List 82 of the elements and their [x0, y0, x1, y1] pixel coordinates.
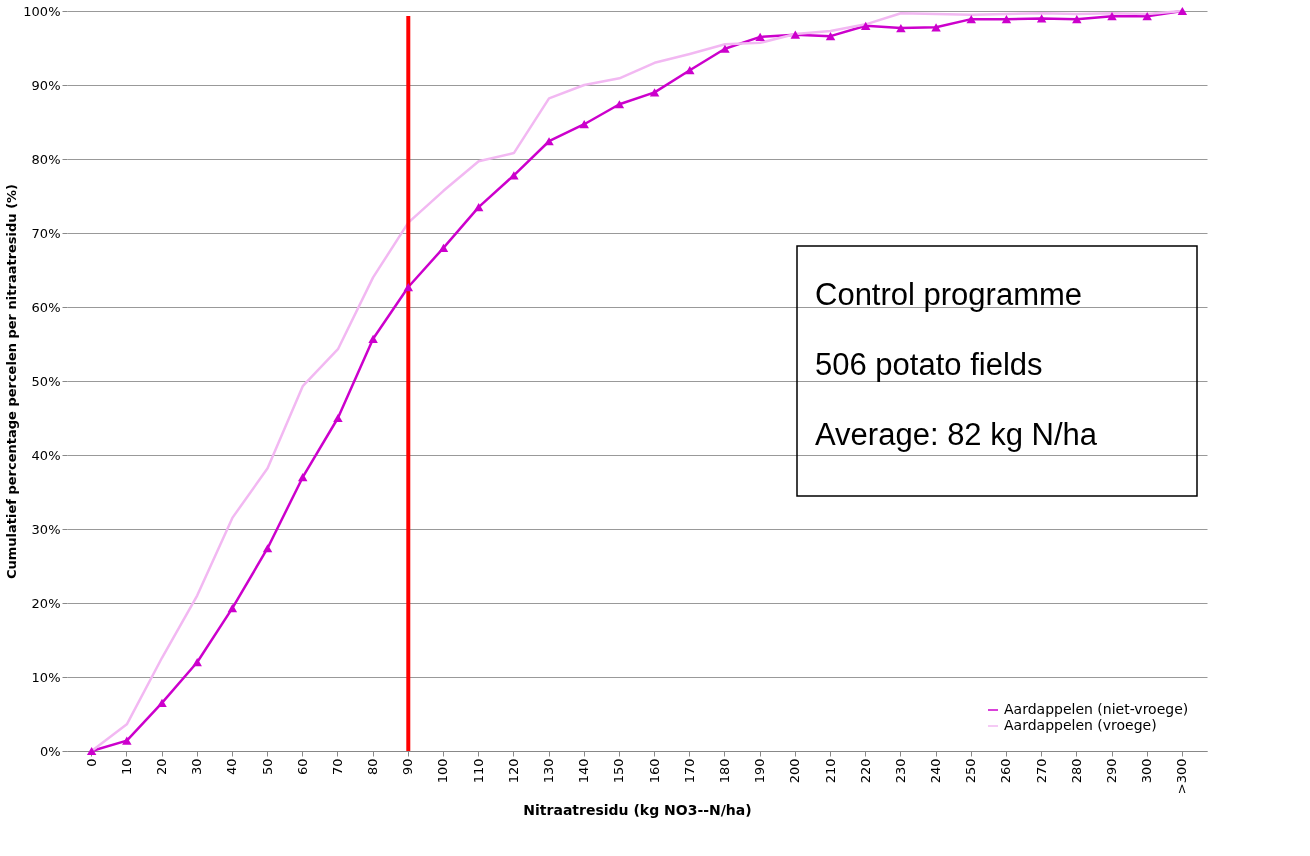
- x-tick-label: 50: [259, 758, 275, 776]
- x-tick-label: 110: [470, 758, 486, 784]
- point: [614, 100, 625, 109]
- legend-label: Aardappelen (vroege): [1004, 717, 1157, 733]
- annotation: Average: 82 kg N/ha: [815, 417, 1098, 452]
- point: [473, 202, 484, 212]
- x-tick-label: 120: [505, 758, 521, 784]
- point: [1072, 15, 1082, 24]
- x-tick-label: 60: [294, 758, 310, 776]
- point: [790, 30, 801, 39]
- point: [298, 473, 308, 482]
- point: [1001, 15, 1012, 24]
- x-tick-label: 10: [118, 758, 134, 776]
- x-tick-label: 80: [365, 758, 381, 776]
- point: [157, 698, 167, 708]
- y-tick-label: 50%: [31, 373, 61, 389]
- x-tick-label: 280: [1068, 758, 1084, 784]
- x-tick-label: 250: [963, 758, 979, 784]
- x-tick-label: 290: [1104, 758, 1119, 784]
- y-axis-title: Cumulatief percentage percelen per nitraatresidu (%): [4, 183, 20, 580]
- x-tick-label: 130: [541, 758, 557, 784]
- point: [825, 32, 836, 41]
- x-tick-label: 210: [822, 758, 838, 784]
- point: [122, 736, 132, 745]
- point: [192, 658, 202, 667]
- point: [368, 334, 378, 343]
- point: [755, 32, 765, 42]
- legend-label: Aardappelen (niet-vroege): [1004, 701, 1189, 717]
- point: [1036, 14, 1047, 23]
- point: [262, 544, 273, 553]
- x-tick-label: 90: [400, 758, 416, 776]
- x-tick-label: 300: [1139, 758, 1155, 784]
- point: [1177, 6, 1188, 16]
- x-tick-label: 140: [576, 758, 592, 784]
- y-tick-label: 20%: [31, 595, 61, 611]
- x-tick-label: 150: [611, 758, 627, 784]
- y-tick-label: 80%: [31, 151, 61, 167]
- x-tick-label: 20: [154, 758, 169, 776]
- y-tick-label: 30%: [31, 521, 61, 537]
- point: [860, 21, 871, 30]
- y-tick-label: 0%: [39, 743, 61, 759]
- annotation: 506 potato fields: [815, 347, 1043, 382]
- y-tick-label: 100%: [23, 3, 61, 19]
- x-tick-label: 70: [329, 758, 345, 776]
- y-tick-label: 40%: [31, 447, 61, 463]
- y-tick-label: 10%: [31, 669, 61, 685]
- point: [966, 15, 976, 24]
- point: [403, 282, 414, 292]
- point: [931, 23, 941, 32]
- x-tick-label: 200: [787, 758, 803, 784]
- point: [1142, 12, 1152, 21]
- point: [86, 746, 97, 756]
- point: [509, 171, 519, 180]
- x-tick-label: 170: [681, 758, 697, 784]
- point: [544, 137, 554, 146]
- x-tick-label: 270: [1033, 758, 1049, 784]
- point: [896, 23, 906, 33]
- x-tick-label: 160: [646, 758, 662, 784]
- point: [579, 120, 589, 129]
- point: [438, 243, 449, 252]
- y-tick-label: 60%: [31, 299, 61, 315]
- x-tick-label: 240: [928, 758, 944, 784]
- x-tick-label: 40: [224, 758, 240, 776]
- x-tick-label: 100: [435, 758, 451, 784]
- x-tick-label: 180: [716, 758, 732, 784]
- y-tick-label: 70%: [31, 225, 61, 241]
- point: [1107, 12, 1117, 21]
- x-tick-label: 260: [998, 758, 1014, 784]
- point: [720, 44, 730, 53]
- x-tick-label: >300: [1174, 758, 1190, 795]
- point: [227, 604, 238, 613]
- y-tick-label: 90%: [31, 77, 61, 93]
- point: [685, 66, 695, 75]
- x-tick-label: 190: [752, 758, 768, 784]
- point: [333, 413, 343, 423]
- point: [649, 88, 660, 97]
- x-tick-label: 230: [892, 758, 908, 784]
- x-tick-label: 30: [189, 758, 205, 776]
- x-axis-title: Nitraatresidu (kg NO3--N/ha): [523, 802, 752, 819]
- x-tick-label: 220: [857, 758, 873, 784]
- x-tick-label: 0: [83, 758, 99, 767]
- annotation: Control programme: [815, 277, 1083, 312]
